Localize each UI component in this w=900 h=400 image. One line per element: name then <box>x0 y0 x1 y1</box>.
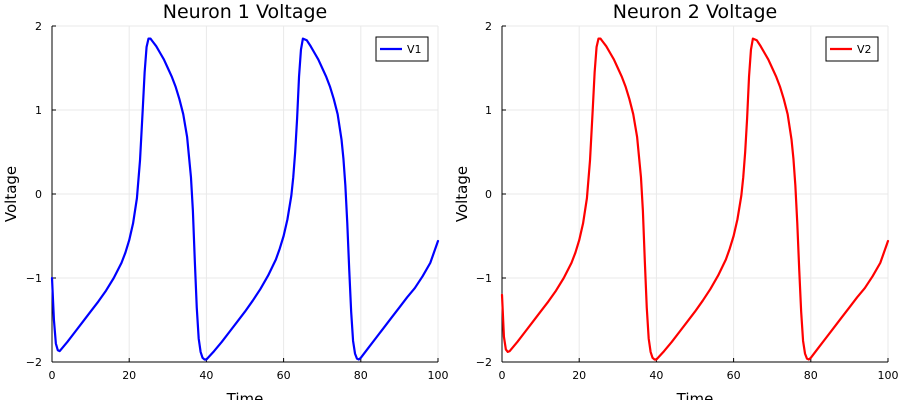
legend-label: V1 <box>407 43 422 56</box>
y-tick-label: 1 <box>485 104 492 117</box>
y-tick-label: 2 <box>35 20 42 33</box>
y-tick-label: 1 <box>35 104 42 117</box>
legend: V2 <box>825 36 879 62</box>
x-tick-label: 80 <box>804 369 818 382</box>
chart-panel-1: 0 20 40 60 80 100 −2 −1 0 1 2 Neuron 1 Voltage Time V… <box>2 1 449 400</box>
x-tick-label: 0 <box>499 369 506 382</box>
x-tick-label: 0 <box>49 369 56 382</box>
legend: V1 <box>375 36 429 62</box>
series-line-v1 <box>50 37 440 361</box>
x-tick-label: 20 <box>572 369 586 382</box>
y-tick-label: −2 <box>476 356 492 369</box>
x-tick-label: 60 <box>727 369 741 382</box>
chart-title: Neuron 1 Voltage <box>163 1 327 23</box>
x-tick-label: 40 <box>199 369 213 382</box>
x-tick-label: 100 <box>878 369 899 382</box>
legend-label: V2 <box>857 43 872 56</box>
x-tick-label: 100 <box>428 369 449 382</box>
x-tick-label: 20 <box>122 369 136 382</box>
y-tick-label: 2 <box>485 20 492 33</box>
x-axis-label: Time <box>226 390 264 400</box>
x-tick-label: 80 <box>354 369 368 382</box>
y-tick-label: 0 <box>485 188 492 201</box>
x-axis-label: Time <box>676 390 714 400</box>
y-tick-label: 0 <box>35 188 42 201</box>
series-line-v2 <box>500 37 890 361</box>
y-tick-label: −1 <box>476 272 492 285</box>
y-axis-label: Voltage <box>453 166 471 222</box>
x-tick-label: 40 <box>649 369 663 382</box>
y-tick-label: −1 <box>26 272 42 285</box>
chart-title: Neuron 2 Voltage <box>613 1 777 23</box>
y-axis-label: Voltage <box>2 166 20 222</box>
y-tick-label: −2 <box>26 356 42 369</box>
chart-panel-2: 0 20 40 60 80 100 −2 −1 0 1 2 Neuron 2 Voltage Time V… <box>453 1 899 400</box>
x-tick-label: 60 <box>277 369 291 382</box>
